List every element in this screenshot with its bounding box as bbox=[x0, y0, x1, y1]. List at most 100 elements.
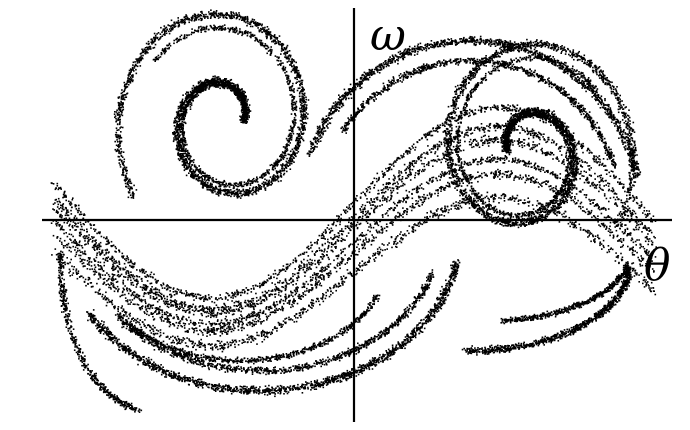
data-point bbox=[233, 308, 235, 311]
data-point bbox=[428, 131, 430, 134]
data-point bbox=[157, 307, 160, 310]
data-point bbox=[231, 291, 233, 294]
data-point bbox=[236, 301, 239, 303]
data-point bbox=[344, 225, 347, 227]
data-point bbox=[346, 262, 348, 264]
data-point bbox=[61, 205, 63, 207]
data-point bbox=[545, 121, 547, 124]
data-point bbox=[200, 312, 203, 315]
data-point bbox=[482, 158, 484, 161]
data-point bbox=[83, 223, 85, 226]
data-point bbox=[192, 303, 194, 306]
data-point bbox=[647, 213, 649, 215]
data-point bbox=[204, 307, 206, 310]
data-point bbox=[531, 204, 534, 206]
data-point bbox=[368, 226, 370, 228]
data-point bbox=[212, 327, 215, 329]
data-point bbox=[265, 315, 268, 318]
data-point bbox=[611, 190, 614, 193]
data-point bbox=[104, 259, 107, 262]
data-point bbox=[383, 187, 385, 190]
data-point bbox=[407, 167, 410, 170]
data-point bbox=[605, 179, 607, 182]
data-point bbox=[276, 287, 278, 289]
data-point bbox=[334, 236, 336, 239]
data-point bbox=[622, 239, 625, 242]
data-point bbox=[595, 204, 597, 207]
data-point bbox=[212, 329, 214, 331]
data-point bbox=[76, 247, 79, 250]
data-point bbox=[472, 175, 474, 178]
data-point bbox=[75, 223, 77, 225]
data-point bbox=[638, 207, 640, 209]
data-point bbox=[122, 257, 124, 259]
data-point bbox=[166, 305, 169, 308]
data-point bbox=[417, 156, 420, 158]
data-point bbox=[454, 117, 456, 119]
data-point bbox=[236, 289, 238, 292]
data-point bbox=[339, 223, 341, 226]
data-point bbox=[636, 239, 638, 241]
data-point bbox=[209, 334, 211, 336]
data-point bbox=[538, 136, 541, 139]
data-point bbox=[224, 331, 226, 333]
data-point bbox=[520, 178, 523, 180]
data-point bbox=[575, 193, 578, 195]
data-point bbox=[324, 238, 326, 240]
data-point bbox=[52, 183, 55, 185]
data-point bbox=[236, 290, 239, 293]
data-point bbox=[227, 299, 229, 301]
data-point bbox=[578, 173, 581, 175]
data-point bbox=[333, 237, 335, 239]
data-point bbox=[102, 278, 105, 280]
data-point bbox=[509, 174, 511, 176]
data-point bbox=[515, 107, 518, 110]
data-point bbox=[194, 293, 197, 296]
data-point bbox=[388, 199, 391, 202]
data-point bbox=[492, 198, 495, 201]
data-point bbox=[586, 149, 588, 152]
data-point bbox=[440, 175, 442, 178]
data-point bbox=[231, 313, 234, 316]
data-point bbox=[52, 234, 55, 237]
data-point bbox=[196, 329, 198, 332]
data-point bbox=[293, 321, 296, 323]
data-point bbox=[450, 208, 452, 210]
data-point bbox=[346, 206, 348, 208]
data-point bbox=[88, 234, 90, 236]
data-point bbox=[236, 305, 239, 307]
data-point bbox=[302, 282, 305, 285]
data-point bbox=[469, 175, 471, 177]
data-point bbox=[594, 184, 596, 187]
data-point bbox=[192, 313, 195, 316]
data-point bbox=[278, 271, 281, 274]
data-point bbox=[315, 276, 317, 279]
data-point bbox=[79, 221, 82, 224]
data-point bbox=[580, 201, 583, 204]
data-point bbox=[149, 295, 152, 297]
data-point bbox=[62, 203, 65, 205]
data-point bbox=[186, 329, 189, 332]
data-point bbox=[149, 329, 151, 332]
data-point bbox=[525, 165, 527, 167]
data-point bbox=[370, 243, 373, 246]
data-point bbox=[106, 260, 109, 262]
data-point bbox=[482, 128, 485, 131]
data-point bbox=[336, 264, 338, 266]
data-point bbox=[480, 108, 483, 110]
data-point bbox=[568, 216, 571, 219]
data-point bbox=[295, 283, 297, 285]
data-point bbox=[363, 208, 365, 211]
data-point bbox=[387, 188, 389, 191]
data-point bbox=[361, 232, 363, 234]
data-point bbox=[162, 300, 165, 302]
data-point bbox=[627, 233, 629, 235]
data-point bbox=[522, 176, 524, 179]
data-point bbox=[443, 145, 446, 147]
data-point bbox=[645, 216, 647, 218]
data-point bbox=[264, 296, 267, 298]
data-point bbox=[56, 236, 59, 238]
data-point bbox=[295, 313, 298, 315]
data-point bbox=[292, 273, 294, 275]
